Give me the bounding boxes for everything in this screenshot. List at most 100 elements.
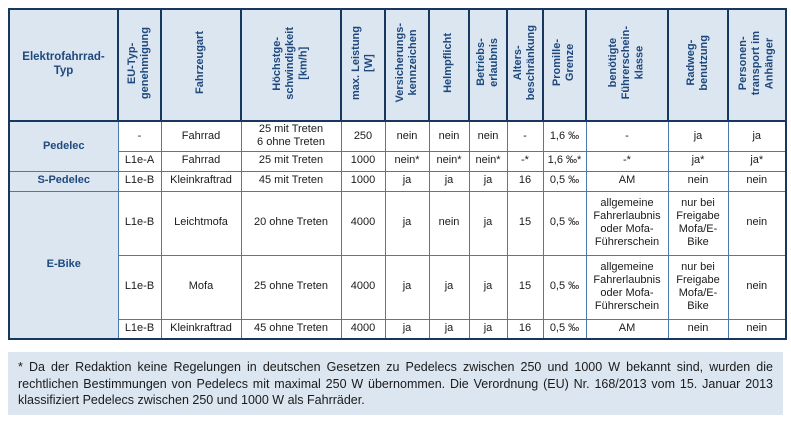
column-header-label: Versicherungs- kennzeichen — [393, 23, 419, 103]
data-cell: AM — [585, 170, 669, 192]
data-cell: - — [585, 120, 669, 152]
data-cell: nein — [667, 170, 729, 192]
data-cell: - — [506, 120, 544, 152]
data-cell: ja — [428, 170, 470, 192]
data-cell: nein — [727, 190, 787, 256]
column-header-11: Radweg- benutzung — [667, 8, 729, 122]
data-cell: 0,5 ‰ — [542, 190, 587, 256]
data-cell: ja — [468, 254, 508, 320]
data-cell: Kleinkraftrad — [160, 318, 242, 340]
table-row: E-Bike L1e-B Leichtmofa 20 ohne Treten 4000 j… — [8, 190, 787, 340]
data-cell: ja — [468, 190, 508, 256]
data-cell: 25 ohne Treten — [240, 254, 342, 320]
column-header-label: Elektrofahrrad- Typ — [22, 51, 105, 77]
column-header-7: Betriebs- erlaubnis — [468, 8, 508, 122]
data-cell: L1e-A — [117, 150, 162, 172]
data-cell: ja — [428, 254, 470, 320]
column-header-label: Personen- transport im Anhänger — [737, 30, 776, 95]
data-cell: 25 mit Treten 6 ohne Treten — [240, 120, 342, 152]
data-cell: 0,5 ‰ — [542, 254, 587, 320]
column-header-12: Personen- transport im Anhänger — [727, 8, 787, 122]
column-header-1: EU-Typ- genehmigung — [117, 8, 162, 122]
data-cell: nein — [727, 254, 787, 320]
data-cell: ja — [384, 190, 430, 256]
column-header-label: EU-Typ- genehmigung — [126, 26, 152, 99]
column-header-label: benötigte Führerschein- klasse — [607, 26, 646, 100]
column-header-label: Fahrzeugart — [194, 31, 207, 95]
data-cell: 45 mit Treten — [240, 170, 342, 192]
data-cell: 250 — [340, 120, 386, 152]
column-header-label: Helmpflicht — [442, 32, 455, 93]
data-cell: nein — [384, 120, 430, 152]
data-cell: Mofa — [160, 254, 242, 320]
data-cell: 25 mit Treten — [240, 150, 342, 172]
data-cell: 45 ohne Treten — [240, 318, 342, 340]
data-cell: -* — [585, 150, 669, 172]
data-cell: nein* — [428, 150, 470, 172]
data-cell: ja — [384, 318, 430, 340]
data-cell: nein — [667, 318, 729, 340]
data-cell: nein* — [468, 150, 508, 172]
data-cell: 15 — [506, 254, 544, 320]
header-row: Elektrofahrrad- Typ EU-Typ- genehmigung Fa… — [8, 8, 787, 122]
data-cell: Leichtmofa — [160, 190, 242, 256]
data-cell: 4000 — [340, 190, 386, 256]
data-cell: nur bei Freigabe Mofa/E-Bike — [667, 190, 729, 256]
data-cell: 4000 — [340, 318, 386, 340]
data-cell: 0,5 ‰ — [542, 170, 587, 192]
data-cell: ja — [384, 170, 430, 192]
data-cell: nein — [468, 120, 508, 152]
data-cell: nur bei Freigabe Mofa/E-Bike — [667, 254, 729, 320]
type-cell-pedelec: Pedelec — [8, 120, 119, 172]
data-cell: L1e-B — [117, 170, 162, 192]
data-cell: allgemeine Fahrerlaubnis oder Mofa-Führe… — [585, 190, 669, 256]
data-cell: 1,6 ‰* — [542, 150, 587, 172]
data-cell: ja — [468, 170, 508, 192]
column-header-5: Versicherungs- kennzeichen — [384, 8, 430, 122]
column-header-4: max. Leistung [W] — [340, 8, 386, 122]
column-header-label: Radweg- benutzung — [684, 35, 710, 91]
data-cell: nein* — [384, 150, 430, 172]
data-cell: ja — [384, 254, 430, 320]
data-cell: ja — [667, 120, 729, 152]
column-header-label: Promille- Grenze — [551, 39, 577, 87]
data-cell: Kleinkraftrad — [160, 170, 242, 192]
data-cell: allgemeine Fahrerlaubnis oder Mofa-Führe… — [585, 254, 669, 320]
table-row: Pedelec - Fahrrad 25 mit Treten 6 ohne Tret… — [8, 120, 787, 172]
type-cell-e-bike: E-Bike — [8, 190, 119, 340]
data-cell: ja — [727, 120, 787, 152]
table-row: L1e-A Fahrrad 25 mit Treten 1000 nein* nein* n… — [9, 150, 787, 172]
column-header-label: Alters- beschränkung — [511, 25, 537, 101]
data-cell: - — [117, 120, 162, 152]
data-cell: 15 — [506, 190, 544, 256]
table-row: L1e-B Kleinkraftrad 45 ohne Treten 4000 ja ja… — [9, 318, 787, 340]
data-cell: nein — [428, 190, 470, 256]
footnote-box: * Da der Redaktion keine Regelungen in d… — [8, 352, 783, 415]
data-cell: AM — [585, 318, 669, 340]
data-cell: ja — [428, 318, 470, 340]
footnote-text: * Da der Redaktion keine Regelungen in d… — [18, 360, 773, 407]
table-row: L1e-B Mofa 25 ohne Treten 4000 ja ja ja 15 0,5 ‰… — [9, 254, 787, 320]
data-cell: 16 — [506, 170, 544, 192]
column-header-0: Elektrofahrrad- Typ — [8, 8, 119, 122]
column-header-8: Alters- beschränkung — [506, 8, 544, 122]
column-header-10: benötigte Führerschein- klasse — [585, 8, 669, 122]
data-cell: 1,6 ‰ — [542, 120, 587, 152]
data-cell: ja* — [667, 150, 729, 172]
column-header-3: Höchstge- schwindigkeit [km/h] — [240, 8, 342, 122]
data-cell: L1e-B — [117, 318, 162, 340]
data-cell: Fahrrad — [160, 150, 242, 172]
data-cell: 0,5 ‰ — [542, 318, 587, 340]
data-cell: L1e-B — [117, 190, 162, 256]
data-cell: L1e-B — [117, 254, 162, 320]
data-cell: -* — [506, 150, 544, 172]
column-header-6: Helmpflicht — [428, 8, 470, 122]
data-cell: nein — [428, 120, 470, 152]
column-header-label: Betriebs- erlaubnis — [474, 38, 500, 88]
column-header-label: max. Leistung [W] — [349, 25, 375, 100]
column-header-2: Fahrzeugart — [160, 8, 242, 122]
data-cell: 20 ohne Treten — [240, 190, 342, 256]
data-cell: 1000 — [340, 150, 386, 172]
column-header-label: Höchstge- schwindigkeit [km/h] — [271, 26, 310, 100]
